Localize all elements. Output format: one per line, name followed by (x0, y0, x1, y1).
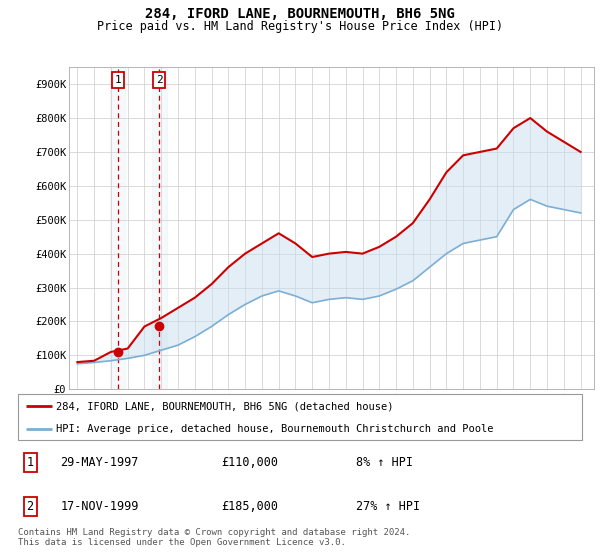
Text: 1: 1 (115, 75, 121, 85)
Text: 17-NOV-1999: 17-NOV-1999 (60, 500, 139, 513)
FancyBboxPatch shape (18, 394, 582, 440)
Text: HPI: Average price, detached house, Bournemouth Christchurch and Poole: HPI: Average price, detached house, Bour… (56, 424, 494, 435)
Bar (152, 67, 167, 389)
Text: Contains HM Land Registry data © Crown copyright and database right 2024.
This d: Contains HM Land Registry data © Crown c… (18, 528, 410, 547)
Text: 2: 2 (26, 500, 34, 513)
Text: Price paid vs. HM Land Registry's House Price Index (HPI): Price paid vs. HM Land Registry's House … (97, 20, 503, 32)
Text: £185,000: £185,000 (221, 500, 278, 513)
Text: 284, IFORD LANE, BOURNEMOUTH, BH6 5NG (detached house): 284, IFORD LANE, BOURNEMOUTH, BH6 5NG (d… (56, 401, 394, 411)
Bar (110, 67, 125, 389)
Text: 8% ↑ HPI: 8% ↑ HPI (356, 456, 413, 469)
Text: £110,000: £110,000 (221, 456, 278, 469)
Text: 29-MAY-1997: 29-MAY-1997 (60, 456, 139, 469)
Text: 284, IFORD LANE, BOURNEMOUTH, BH6 5NG: 284, IFORD LANE, BOURNEMOUTH, BH6 5NG (145, 7, 455, 21)
Text: 1: 1 (26, 456, 34, 469)
Text: 27% ↑ HPI: 27% ↑ HPI (356, 500, 421, 513)
Text: 2: 2 (156, 75, 163, 85)
